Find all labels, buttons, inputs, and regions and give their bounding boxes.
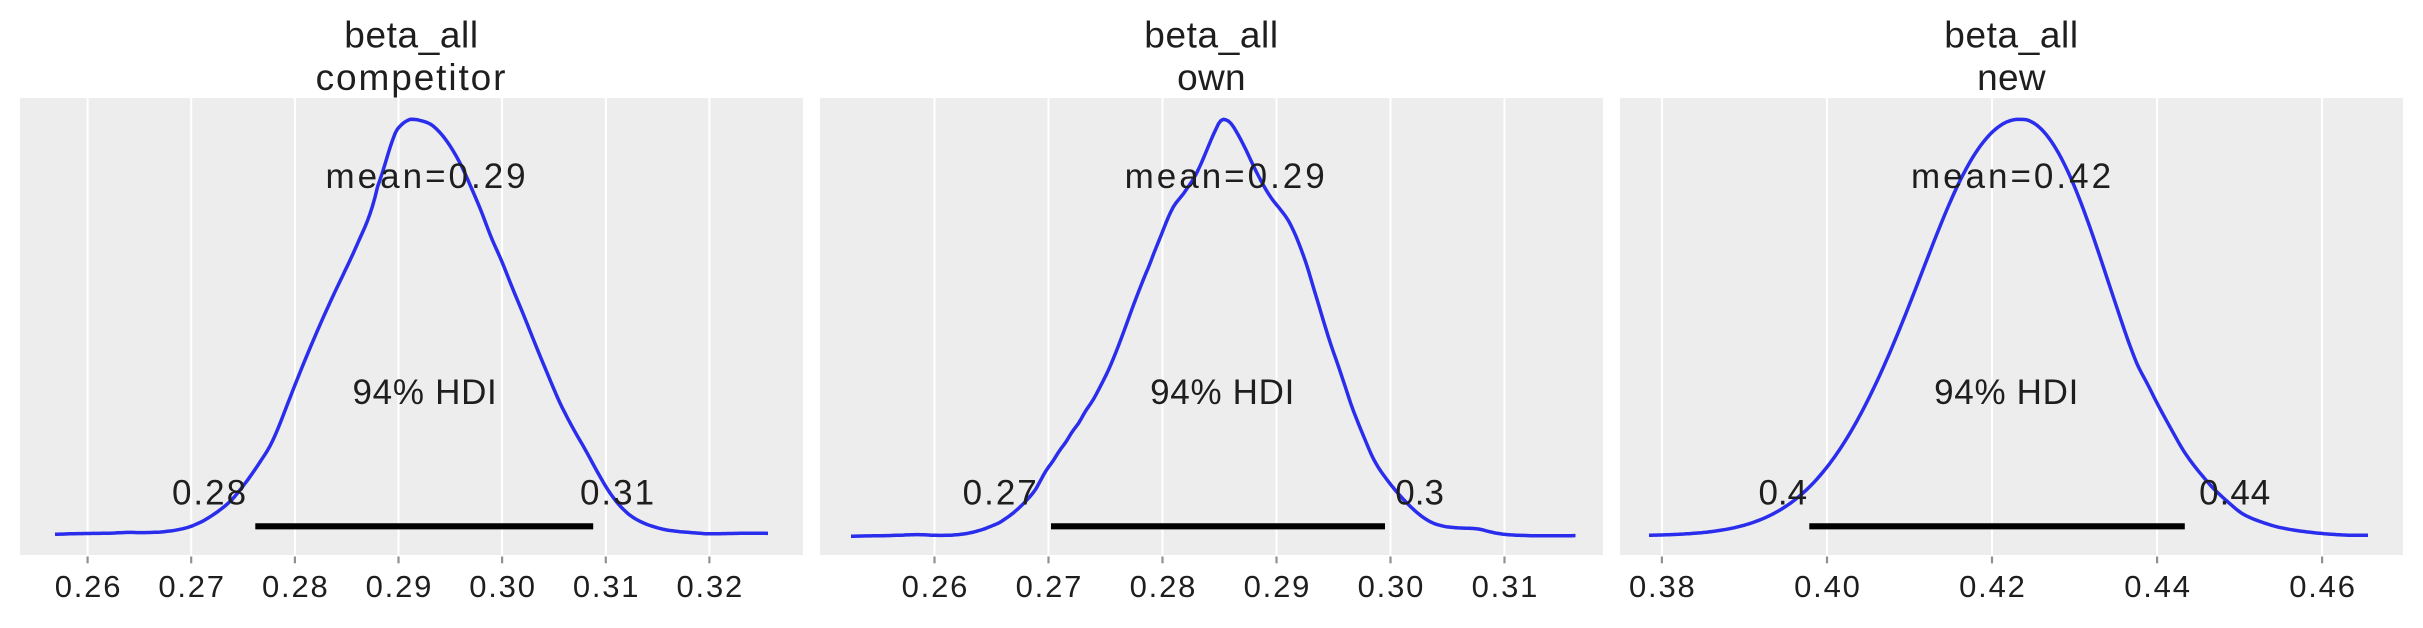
svg-text:0.31: 0.31	[573, 569, 641, 604]
svg-text:0.28: 0.28	[172, 473, 248, 512]
svg-text:0.30: 0.30	[469, 569, 537, 604]
svg-text:0.26: 0.26	[902, 569, 970, 604]
svg-text:0.27: 0.27	[158, 569, 226, 604]
svg-text:0.3: 0.3	[1395, 473, 1444, 512]
svg-text:0.28: 0.28	[262, 569, 330, 604]
svg-text:mean=0.29: mean=0.29	[1125, 157, 1328, 196]
svg-text:beta_all: beta_all	[1944, 14, 2078, 55]
svg-text:mean=0.29: mean=0.29	[326, 157, 529, 196]
svg-text:94% HDI: 94% HDI	[353, 373, 498, 412]
svg-text:0.26: 0.26	[55, 569, 123, 604]
svg-text:0.42: 0.42	[1959, 569, 2027, 604]
svg-text:94% HDI: 94% HDI	[1150, 373, 1295, 412]
svg-text:0.29: 0.29	[366, 569, 434, 604]
svg-text:own: own	[1177, 57, 1246, 98]
svg-text:0.31: 0.31	[1472, 569, 1540, 604]
svg-text:0.28: 0.28	[1130, 569, 1198, 604]
svg-text:0.32: 0.32	[677, 569, 745, 604]
svg-text:0.31: 0.31	[580, 473, 656, 512]
svg-text:0.27: 0.27	[1016, 569, 1084, 604]
svg-text:competitor: competitor	[316, 57, 508, 98]
svg-text:0.44: 0.44	[2124, 569, 2192, 604]
svg-text:0.4: 0.4	[1758, 473, 1807, 512]
svg-text:0.29: 0.29	[1244, 569, 1312, 604]
svg-text:0.44: 0.44	[2199, 473, 2271, 512]
svg-text:94% HDI: 94% HDI	[1934, 373, 2079, 412]
svg-text:0.46: 0.46	[2289, 569, 2357, 604]
svg-text:0.27: 0.27	[963, 473, 1039, 512]
svg-text:0.30: 0.30	[1358, 569, 1426, 604]
svg-text:beta_all: beta_all	[344, 14, 478, 55]
svg-text:0.38: 0.38	[1629, 569, 1697, 604]
svg-text:mean=0.42: mean=0.42	[1911, 157, 2114, 196]
svg-text:0.40: 0.40	[1794, 569, 1862, 604]
svg-text:new: new	[1977, 57, 2046, 98]
svg-text:beta_all: beta_all	[1144, 14, 1278, 55]
